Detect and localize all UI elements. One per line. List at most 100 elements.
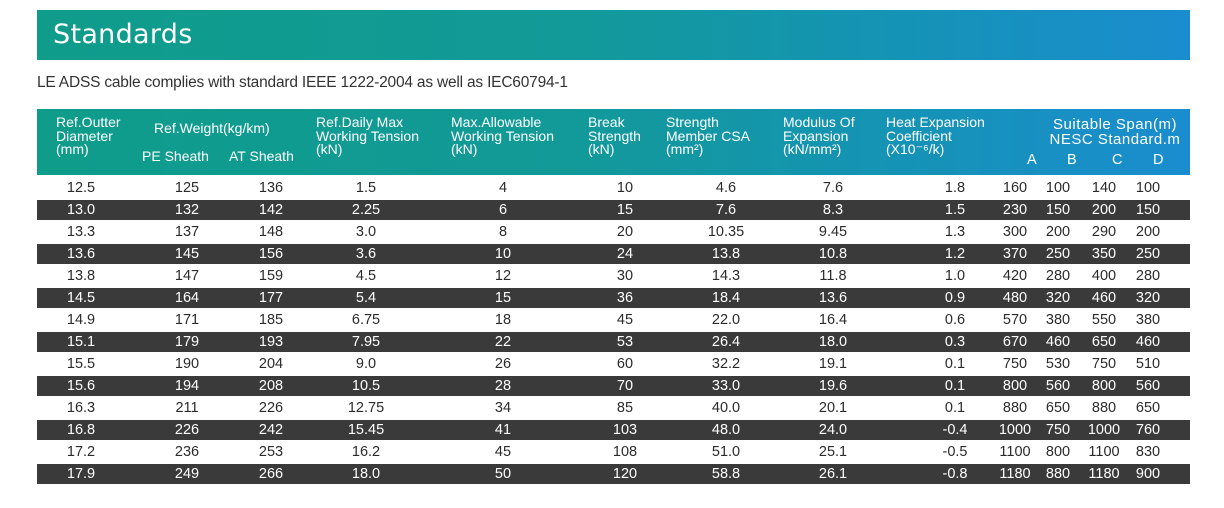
- cell-span-c: 1180: [1088, 466, 1120, 482]
- cell-daily-tension: 5.4: [355, 290, 377, 306]
- header-heat-expansion: Heat Expansion Coefficient (X10⁻⁶/k): [886, 114, 985, 157]
- cell-span-a: 570: [1002, 312, 1028, 328]
- cell-daily-tension: 16.2: [351, 444, 381, 460]
- cell-diameter: 13.8: [66, 268, 96, 284]
- cell-at-weight: 177: [258, 290, 284, 306]
- cell-break-strength: 108: [612, 444, 638, 460]
- cell-span-d: 460: [1135, 334, 1161, 350]
- cell-span-a: 1000: [998, 422, 1032, 438]
- cell-span-c: 1000: [1087, 422, 1121, 438]
- cell-modulus: 8.3: [822, 202, 844, 218]
- cell-diameter: 12.5: [66, 180, 96, 196]
- cell-pe-weight: 236: [174, 444, 200, 460]
- cell-heat-coefficient: 0.6: [944, 312, 966, 328]
- cell-daily-tension: 18.0: [351, 466, 381, 482]
- cell-span-c: 400: [1091, 268, 1117, 284]
- cell-span-d: 830: [1135, 444, 1161, 460]
- cell-at-weight: 156: [258, 246, 284, 262]
- cell-pe-weight: 211: [175, 400, 199, 416]
- cell-strength-csa: 10.35: [707, 224, 745, 240]
- cell-daily-tension: 15.45: [347, 422, 385, 438]
- cell-pe-weight: 164: [174, 290, 200, 306]
- cell-diameter: 15.1: [66, 334, 96, 350]
- cell-at-weight: 148: [258, 224, 284, 240]
- cell-at-weight: 185: [258, 312, 284, 328]
- cell-daily-tension: 10.5: [351, 378, 381, 394]
- table-row: 15.6 194 208 10.5 28 70 33.0 19.6 0.1 800 560 800 56…: [37, 376, 1190, 396]
- cell-span-d: 380: [1135, 312, 1161, 328]
- cell-allowable-tension: 28: [494, 378, 512, 394]
- cell-span-a: 480: [1002, 290, 1028, 306]
- cell-at-weight: 226: [258, 400, 284, 416]
- cell-diameter: 16.8: [66, 422, 96, 438]
- cell-span-c: 1100: [1088, 444, 1120, 460]
- cell-strength-csa: 14.3: [711, 268, 741, 284]
- cell-span-a: 800: [1002, 378, 1028, 394]
- cell-strength-csa: 40.0: [711, 400, 741, 416]
- cell-span-b: 750: [1045, 422, 1071, 438]
- cell-strength-csa: 26.4: [711, 334, 741, 350]
- cell-span-b: 460: [1045, 334, 1071, 350]
- cell-pe-weight: 145: [174, 246, 200, 262]
- cell-modulus: 20.1: [818, 400, 848, 416]
- cell-at-weight: 204: [258, 356, 284, 372]
- cell-span-c: 550: [1091, 312, 1117, 328]
- cell-at-weight: 242: [258, 422, 284, 438]
- cell-span-d: 250: [1135, 246, 1161, 262]
- header-diameter: Ref.Outter Diameter (mm): [56, 114, 121, 157]
- table-row: 17.2 236 253 16.2 45 108 51.0 25.1 -0.5 1100 800 11…: [37, 442, 1190, 462]
- cell-pe-weight: 226: [174, 422, 200, 438]
- cell-span-d: 200: [1135, 224, 1161, 240]
- table-body: 12.5 125 136 1.5 4 10 4.6 7.6 1.8 160 100 140 100 13.…: [37, 178, 1190, 484]
- header-daily-tension: Ref.Daily Max Working Tension (kN): [316, 114, 419, 157]
- cell-pe-weight: 249: [174, 466, 200, 482]
- cell-allowable-tension: 34: [494, 400, 512, 416]
- cell-break-strength: 20: [616, 224, 634, 240]
- page-title: Standards: [53, 19, 193, 50]
- header-pe-sheath: PE Sheath: [142, 148, 209, 164]
- table-row: 14.9 171 185 6.75 18 45 22.0 16.4 0.6 570 380 550 38…: [37, 310, 1190, 330]
- cell-break-strength: 36: [616, 290, 634, 306]
- cell-break-strength: 15: [616, 202, 634, 218]
- cell-diameter: 13.0: [66, 202, 96, 218]
- cell-span-d: 280: [1135, 268, 1161, 284]
- cell-heat-coefficient: 1.2: [944, 246, 966, 262]
- cell-modulus: 18.0: [818, 334, 848, 350]
- cell-diameter: 13.6: [66, 246, 96, 262]
- cell-span-a: 420: [1002, 268, 1028, 284]
- header-span-a: A: [1027, 152, 1037, 168]
- cell-daily-tension: 2.25: [351, 202, 381, 218]
- cell-diameter: 17.2: [66, 444, 96, 460]
- cell-heat-coefficient: -0.8: [942, 466, 968, 482]
- cell-allowable-tension: 6: [498, 202, 508, 218]
- cell-strength-csa: 18.4: [711, 290, 741, 306]
- cell-pe-weight: 179: [174, 334, 200, 350]
- cell-span-d: 650: [1135, 400, 1161, 416]
- table-row: 13.6 145 156 3.6 10 24 13.8 10.8 1.2 370 250 350 250: [37, 244, 1190, 264]
- cell-strength-csa: 58.8: [711, 466, 741, 482]
- cell-span-c: 880: [1091, 400, 1117, 416]
- cell-span-b: 880: [1045, 466, 1071, 482]
- header-allowable-tension: Max.Allowable Working Tension (kN): [451, 114, 554, 157]
- cell-span-a: 300: [1002, 224, 1028, 240]
- cell-daily-tension: 7.95: [351, 334, 381, 350]
- cell-strength-csa: 32.2: [711, 356, 741, 372]
- cell-pe-weight: 137: [174, 224, 200, 240]
- header-strength-csa: Strength Member CSA (mm²): [666, 114, 751, 157]
- cell-span-a: 1100: [999, 444, 1031, 460]
- cell-strength-csa: 48.0: [711, 422, 741, 438]
- cell-span-d: 760: [1135, 422, 1161, 438]
- cell-allowable-tension: 45: [494, 444, 512, 460]
- cell-diameter: 17.9: [66, 466, 96, 482]
- cell-daily-tension: 3.6: [355, 246, 377, 262]
- cell-break-strength: 85: [616, 400, 634, 416]
- cell-heat-coefficient: 1.3: [944, 224, 966, 240]
- cell-span-c: 460: [1091, 290, 1117, 306]
- cell-allowable-tension: 26: [494, 356, 512, 372]
- title-banner: Standards: [37, 10, 1190, 60]
- table-row: 14.5 164 177 5.4 15 36 18.4 13.6 0.9 480 320 460 320: [37, 288, 1190, 308]
- header-span-d: D: [1153, 152, 1164, 168]
- cell-strength-csa: 22.0: [711, 312, 741, 328]
- cell-strength-csa: 51.0: [711, 444, 741, 460]
- cell-span-b: 560: [1045, 378, 1071, 394]
